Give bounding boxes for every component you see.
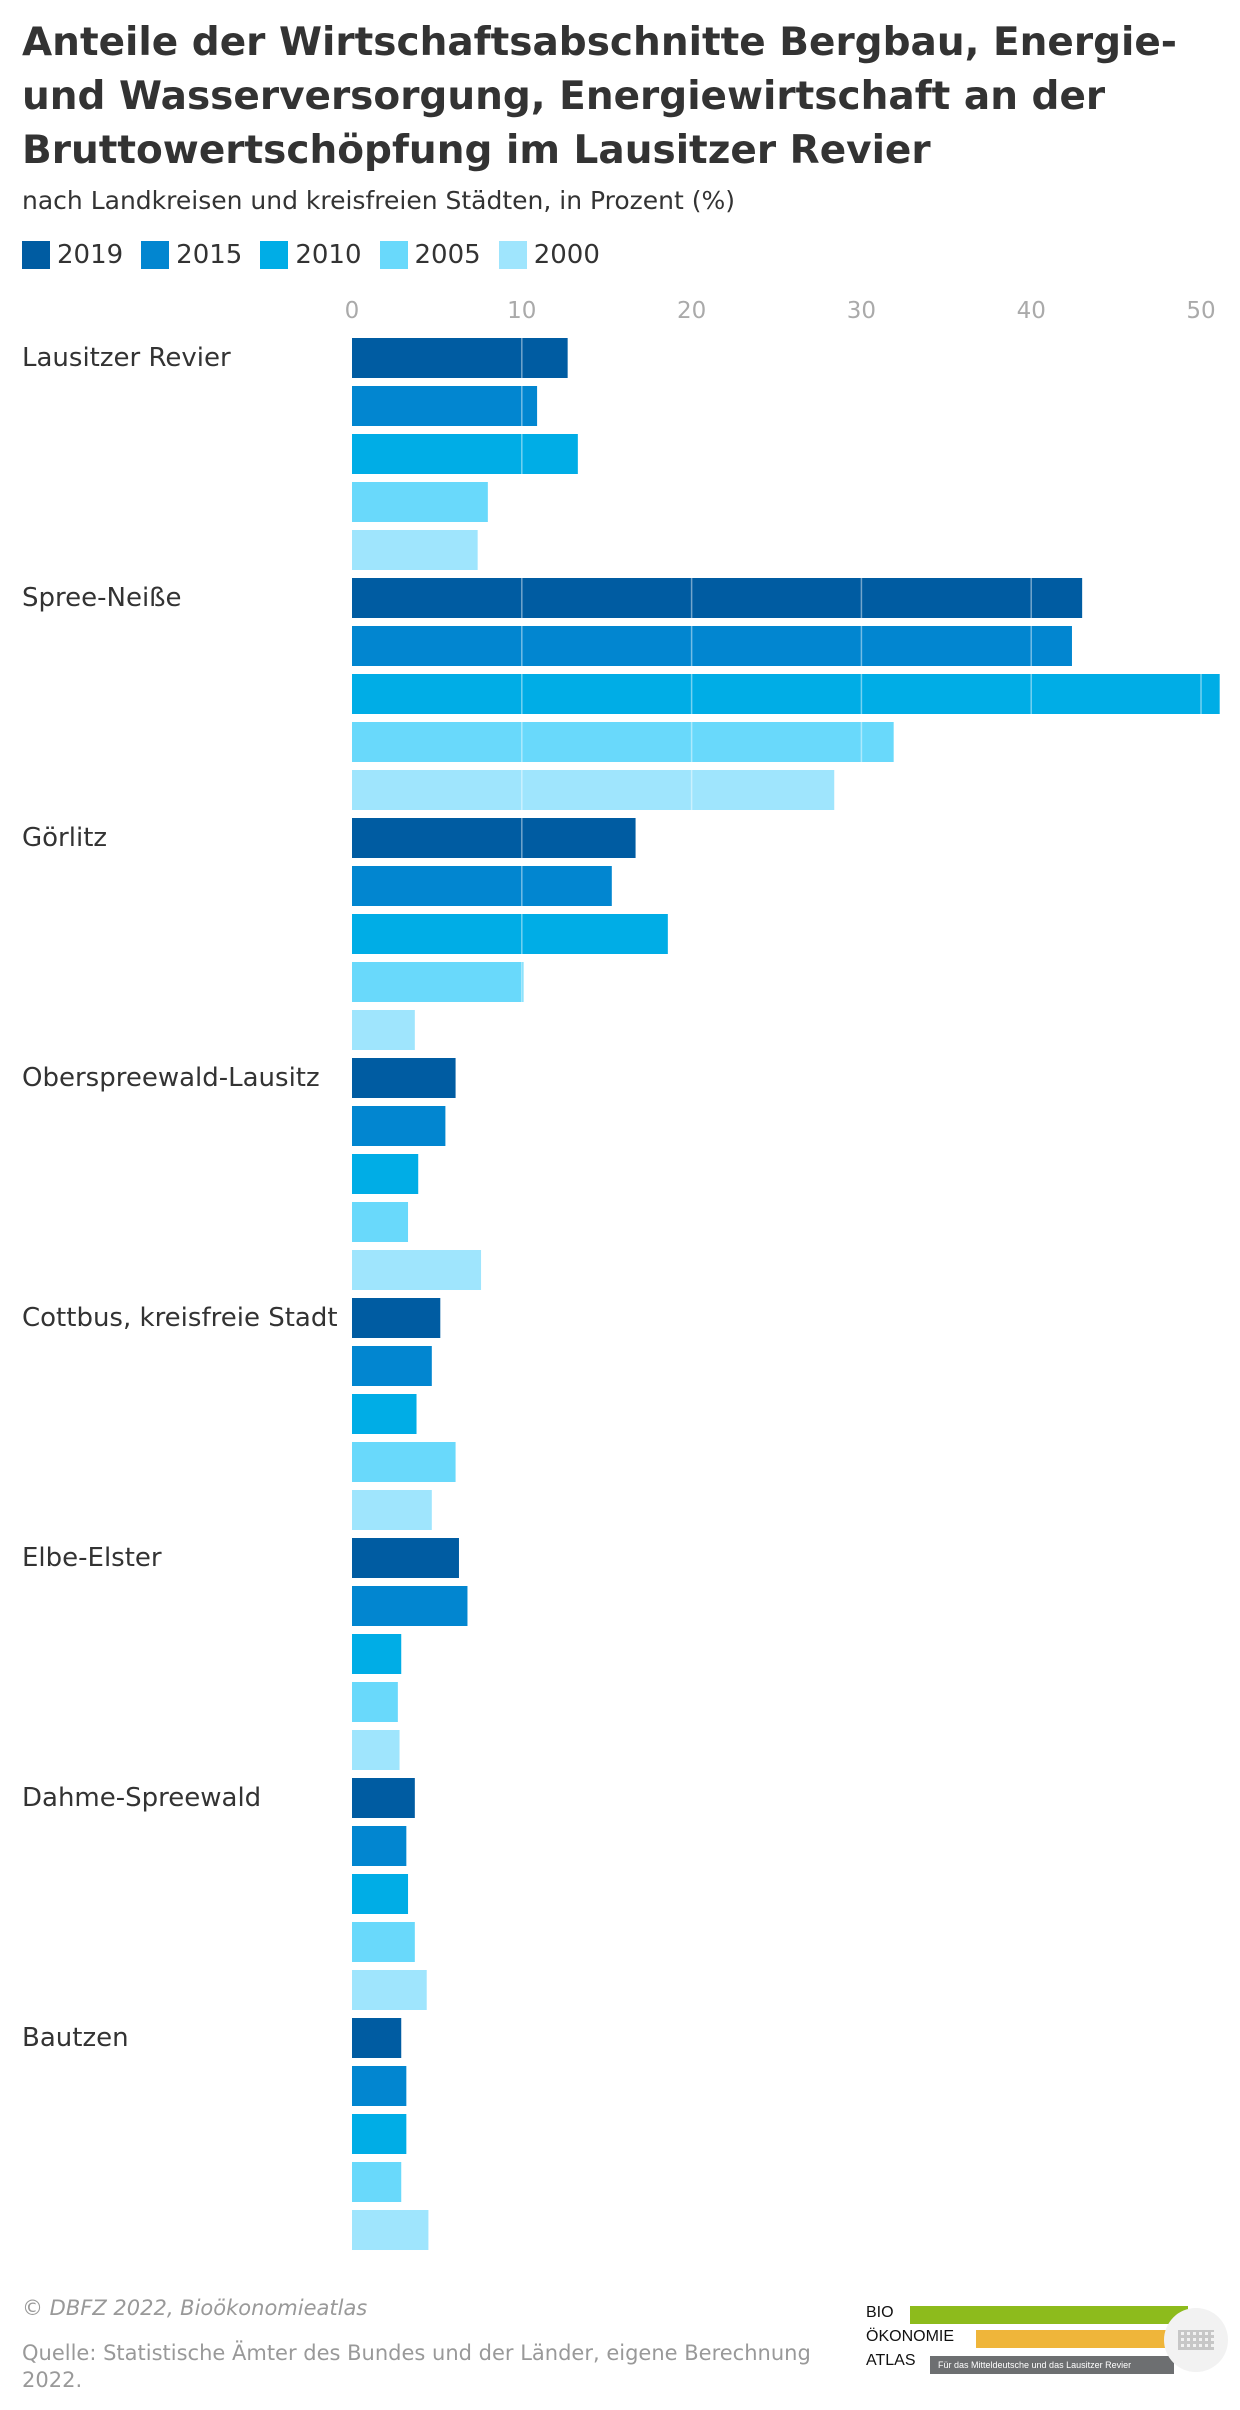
legend-label: 2000 — [533, 240, 600, 270]
bar-2010[interactable] — [352, 1394, 417, 1434]
source-note: Quelle: Statistische Ämter des Bundes un… — [22, 2341, 811, 2393]
bar-2015[interactable] — [352, 1106, 446, 1146]
category-label: Lausitzer Revier — [22, 343, 231, 373]
legend-swatch — [22, 241, 50, 269]
bar-2010[interactable] — [352, 1874, 409, 1914]
legend-label: 2015 — [176, 240, 243, 270]
chart-subtitle: nach Landkreisen und kreisfreien Städten… — [22, 186, 736, 215]
category-label: Spree-Neiße — [22, 583, 182, 613]
legend-item-2005[interactable]: 2005 — [379, 240, 481, 270]
category-label: Oberspreewald-Lausitz — [22, 1063, 320, 1093]
bar-2005[interactable] — [352, 1922, 415, 1962]
logo-word-atlas: ATLAS — [866, 2352, 916, 2369]
legend-item-2010[interactable]: 2010 — [260, 240, 362, 270]
x-tick-label: 20 — [677, 298, 706, 324]
bar-2000[interactable] — [352, 2210, 429, 2250]
logo-green-bar — [910, 2306, 1188, 2324]
bar-2010[interactable] — [352, 914, 668, 954]
x-tick-label: 50 — [1186, 298, 1215, 324]
bar-2005[interactable] — [352, 1442, 456, 1482]
copyright-note: © DBFZ 2022, Bioökonomieatlas — [22, 2296, 368, 2320]
legend-item-2019[interactable]: 2019 — [22, 240, 123, 270]
bar-2015[interactable] — [352, 1586, 468, 1626]
legend-item-2000[interactable]: 2000 — [498, 240, 600, 270]
category-label: Dahme-Spreewald — [22, 1783, 261, 1813]
bar-2019[interactable] — [352, 2018, 402, 2058]
bar-2010[interactable] — [352, 1154, 419, 1194]
category-label: Görlitz — [22, 823, 107, 853]
bar-2005[interactable] — [352, 2162, 402, 2202]
bar-2000[interactable] — [352, 1250, 482, 1290]
logo-word-bio: BIO — [866, 2304, 894, 2321]
bar-2015[interactable] — [352, 626, 1072, 666]
bar-2015[interactable] — [352, 2066, 407, 2106]
bar-2000[interactable] — [352, 770, 835, 810]
bar-2005[interactable] — [352, 962, 524, 1002]
x-tick-label: 40 — [1017, 298, 1046, 324]
bar-2005[interactable] — [352, 1682, 398, 1722]
logo-word-oekonomie: ÖKONOMIE — [866, 2328, 955, 2345]
category-label: Cottbus, kreisfreie Stadt — [22, 1303, 338, 1333]
legend-label: 2005 — [414, 240, 481, 270]
bar-2019[interactable] — [352, 1538, 459, 1578]
bar-2000[interactable] — [352, 1490, 432, 1530]
bar-2019[interactable] — [352, 1298, 441, 1338]
bar-2019[interactable] — [352, 578, 1083, 618]
bar-2015[interactable] — [352, 866, 612, 906]
x-tick-label: 0 — [345, 298, 360, 324]
legend-swatch — [498, 241, 527, 269]
logo-yellow-bar — [976, 2330, 1186, 2348]
bar-2005[interactable] — [352, 722, 894, 762]
bar-2000[interactable] — [352, 1730, 400, 1770]
logo-tagline: Für das Mitteldeutsche und das Lausitzer… — [930, 2356, 1174, 2374]
bar-2015[interactable] — [352, 1346, 432, 1386]
bar-2019[interactable] — [352, 1778, 415, 1818]
legend-label: 2019 — [57, 240, 124, 270]
x-tick-label: 30 — [847, 298, 876, 324]
bar-2015[interactable] — [352, 1826, 407, 1866]
bioeconomy-atlas-logo[interactable]: BIO ÖKONOMIE ATLAS Für das Mitteldeutsch… — [866, 2304, 1228, 2378]
bar-2010[interactable] — [352, 1634, 402, 1674]
category-label: Bautzen — [22, 2023, 129, 2053]
bar-2019[interactable] — [352, 818, 636, 858]
bar-2000[interactable] — [352, 530, 478, 570]
globe-icon — [1164, 2308, 1228, 2372]
bar-2015[interactable] — [352, 386, 538, 426]
bar-2019[interactable] — [352, 1058, 456, 1098]
bar-2005[interactable] — [352, 482, 488, 522]
bar-2010[interactable] — [352, 434, 578, 474]
bar-2010[interactable] — [352, 674, 1220, 714]
category-label: Elbe-Elster — [22, 1543, 162, 1573]
bar-2000[interactable] — [352, 1010, 415, 1050]
legend-item-2015[interactable]: 2015 — [141, 240, 242, 270]
bar-2019[interactable] — [352, 338, 568, 378]
legend-swatch — [260, 241, 289, 269]
legend-swatch — [141, 241, 170, 269]
legend: 2019 2015 2010 2005 2000 — [22, 240, 618, 270]
bar-chart: 0 10 20 30 40 50 Lausitzer Revier Spree-Neiße Gö… — [22, 298, 1220, 2250]
x-tick-label: 10 — [507, 298, 536, 324]
legend-swatch — [379, 241, 408, 269]
bar-2000[interactable] — [352, 1970, 427, 2010]
chart-title: Anteile der Wirtschaftsabschnitte Bergba… — [22, 20, 1177, 173]
bar-2005[interactable] — [352, 1202, 409, 1242]
bar-2010[interactable] — [352, 2114, 407, 2154]
legend-label: 2010 — [295, 240, 362, 270]
